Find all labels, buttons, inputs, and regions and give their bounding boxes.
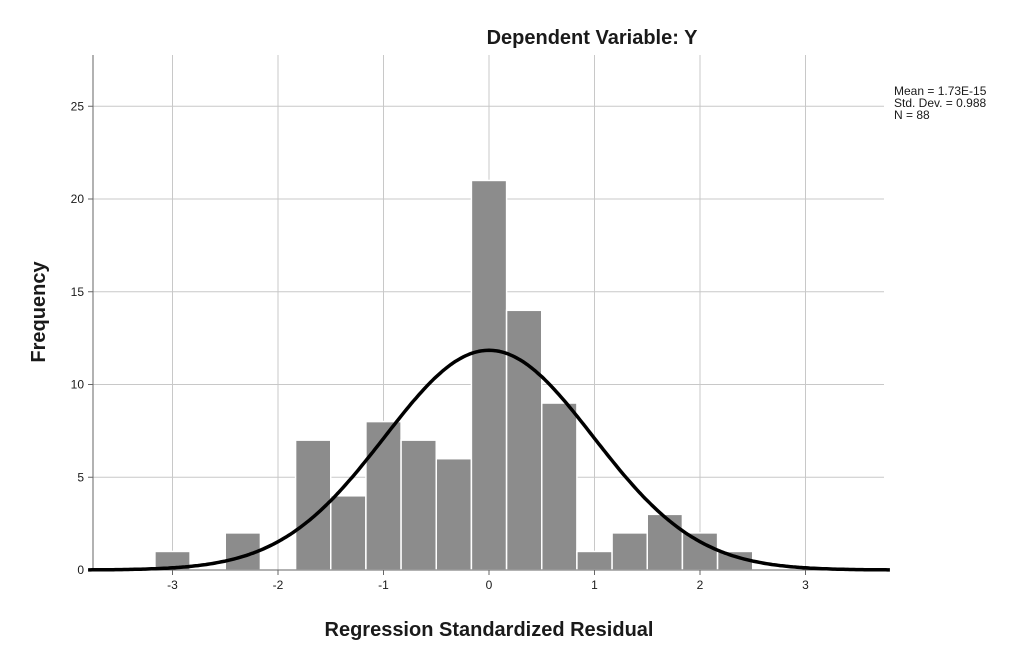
y-tick-label-3: 15 — [71, 285, 85, 299]
y-tick-label-1: 5 — [77, 470, 84, 484]
y-tick-label-2: 10 — [71, 378, 85, 392]
axes — [88, 55, 884, 575]
histogram-bar-5 — [330, 495, 367, 571]
y-tick-label-5: 25 — [71, 99, 85, 113]
x-tick-label-2: -1 — [378, 578, 389, 592]
stats-line-0: Mean = 1.73E-15 — [894, 84, 987, 98]
x-tick-label-3: 0 — [486, 578, 493, 592]
histogram-bar-7 — [400, 439, 438, 571]
histogram-bars — [154, 179, 754, 571]
histogram-bar-12 — [576, 550, 613, 571]
histogram-bar-13 — [611, 532, 649, 571]
chart-title: Dependent Variable: Y — [487, 27, 698, 49]
histogram-bar-10 — [505, 309, 543, 571]
x-tick-label-6: 3 — [802, 578, 809, 592]
y-tick-label-0: 0 — [77, 563, 84, 577]
y-tick-label-4: 20 — [71, 192, 85, 206]
normal-curve — [88, 348, 890, 572]
stats-line-1: Std. Dev. = 0.988 — [894, 96, 986, 110]
x-tick-label-1: -2 — [273, 578, 284, 592]
x-tick-label-4: 1 — [591, 578, 598, 592]
histogram-bar-8 — [435, 457, 473, 571]
histogram-bar-14 — [646, 513, 684, 571]
normal-curve-line — [88, 348, 890, 572]
histogram-bar-15 — [681, 532, 719, 571]
histogram-bar-9 — [470, 179, 508, 571]
histogram-bar-11 — [541, 402, 578, 571]
histogram-bar-6 — [365, 420, 402, 571]
y-axis-title: Frequency — [28, 261, 50, 363]
tick-labels: -3 -2 -1 0 1 2 3 0 5 10 15 20 25 — [71, 99, 810, 592]
stats-line-2: N = 88 — [894, 108, 930, 122]
x-tick-label-0: -3 — [167, 578, 178, 592]
x-tick-label-5: 2 — [697, 578, 704, 592]
x-axis-title: Regression Standardized Residual — [325, 619, 654, 641]
